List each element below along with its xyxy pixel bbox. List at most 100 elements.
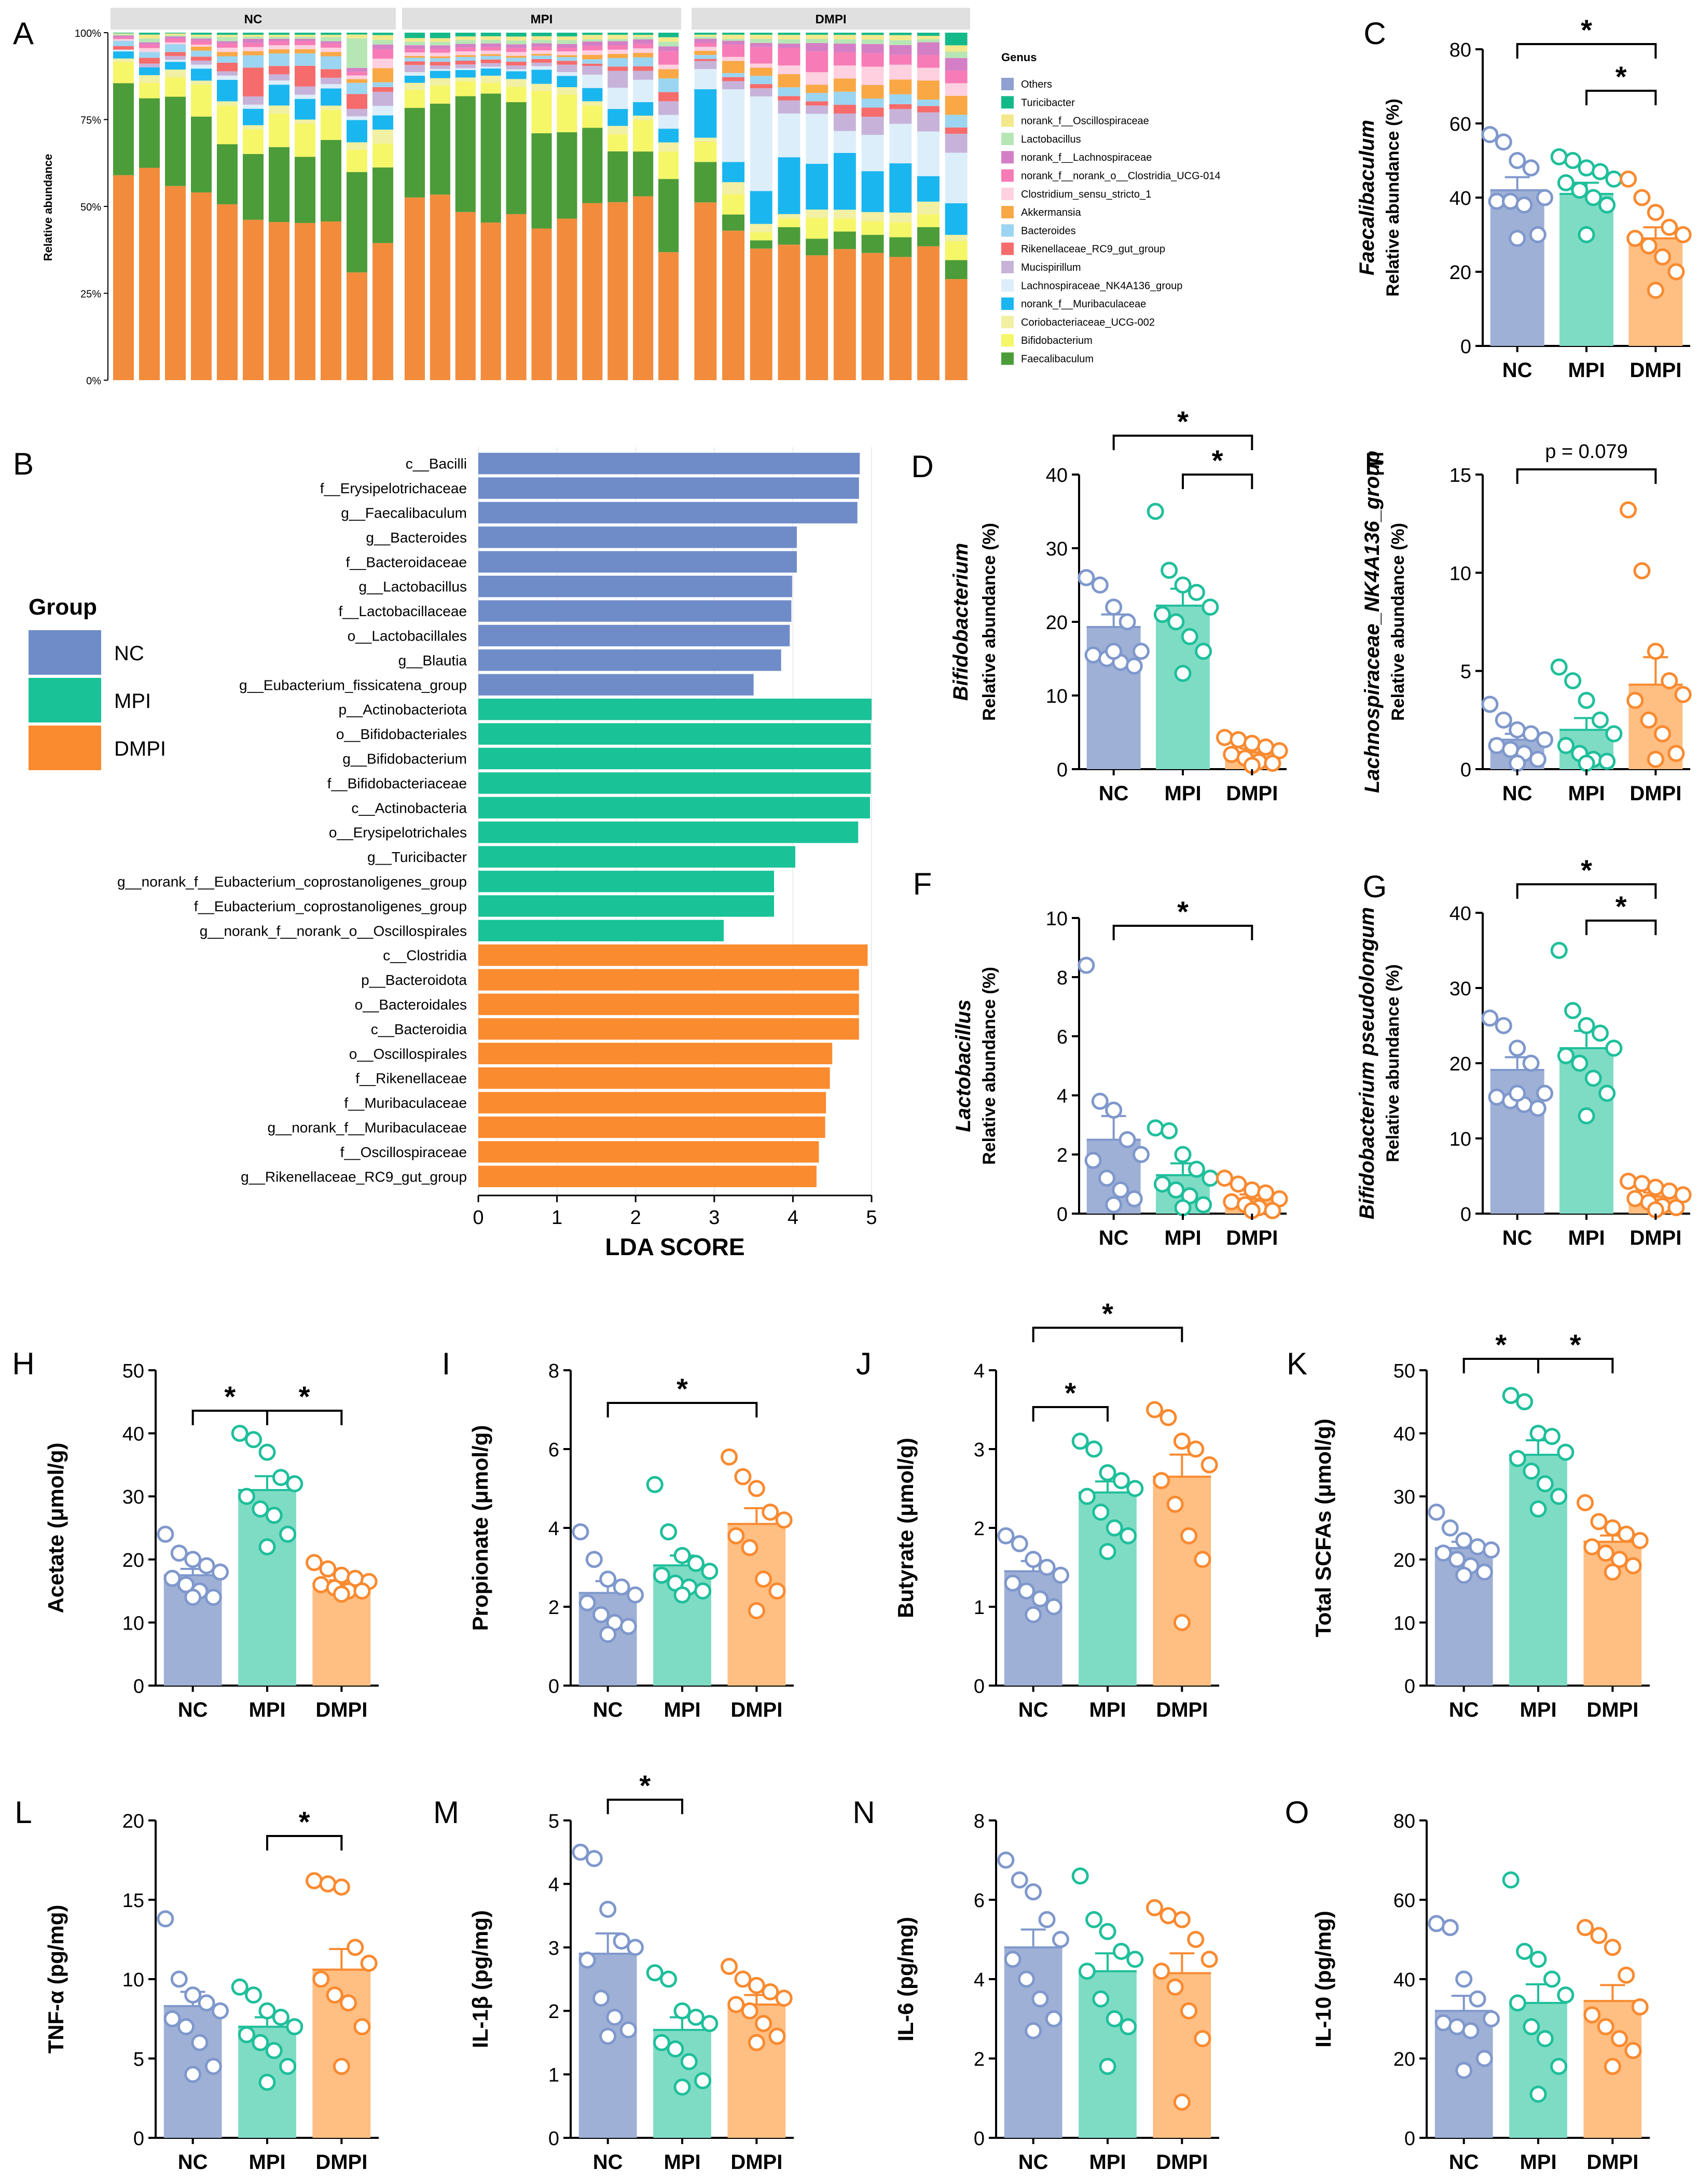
a-bar-segment xyxy=(633,33,654,35)
a-bar-segment xyxy=(455,77,476,81)
a-bar-segment xyxy=(347,94,367,109)
c-point xyxy=(1620,170,1637,188)
a-bar-segment xyxy=(295,123,315,157)
d-ylabel-title: Bifidobacterium xyxy=(949,543,972,701)
c-sig-star: * xyxy=(1581,13,1592,46)
e-point xyxy=(1529,750,1547,768)
a-bar-segment xyxy=(861,135,884,172)
d-point xyxy=(1084,646,1102,664)
a-bar-segment xyxy=(404,61,425,65)
b-legend-swatch xyxy=(29,726,101,770)
a-bar-segment xyxy=(633,102,654,116)
a-bar-segment xyxy=(295,45,315,49)
n-ytick: 0 xyxy=(974,2128,985,2150)
j-ytick: 0 xyxy=(974,1676,985,1698)
a-bar-segment xyxy=(722,57,745,61)
f-xtick-MPI: MPI xyxy=(1164,1227,1201,1249)
j-xtick-NC: NC xyxy=(1018,1699,1048,1721)
a-bar-segment xyxy=(506,69,527,72)
a-bar-segment xyxy=(889,54,912,65)
a-bar-segment xyxy=(269,41,289,46)
a-ytick: 75% xyxy=(80,115,101,127)
h-sig-bracket xyxy=(191,1410,268,1425)
a-ytick: 25% xyxy=(80,289,101,300)
i-point xyxy=(660,1523,678,1541)
a-bar-segment xyxy=(694,33,717,35)
c-point xyxy=(1509,152,1526,169)
h-point xyxy=(333,1585,350,1603)
a-bar-segment xyxy=(217,33,238,35)
a-bar-segment xyxy=(658,46,679,51)
a-bar-segment xyxy=(113,34,134,36)
a-bar-segment xyxy=(694,54,717,59)
a-bar-segment xyxy=(917,131,940,176)
a-bar-segment xyxy=(531,66,552,70)
j-point xyxy=(1078,1487,1096,1505)
a-bar-segment xyxy=(917,176,940,202)
a-bar-segment xyxy=(347,108,367,117)
a-legend-label: Coriobacteriaceae_UCG-002 xyxy=(1021,317,1155,328)
g-point xyxy=(1571,1054,1589,1072)
a-bar-segment xyxy=(139,168,160,380)
g-sig-star: * xyxy=(1581,854,1592,886)
m-point xyxy=(734,1970,752,1988)
a-bar-segment xyxy=(531,47,552,51)
a-strip-NC xyxy=(111,8,396,30)
k-sig-bracket xyxy=(1537,1358,1614,1373)
a-bar-segment xyxy=(608,66,628,71)
c-point xyxy=(1633,189,1651,206)
a-bar-segment xyxy=(945,51,968,58)
panel-label-J: J xyxy=(856,1346,872,1381)
a-bar-segment xyxy=(917,36,940,39)
e-point xyxy=(1661,672,1678,690)
n-point xyxy=(1153,1963,1170,1980)
a-bar-segment xyxy=(722,89,745,162)
e-point xyxy=(1647,750,1664,768)
a-bar-segment xyxy=(191,45,212,47)
a-bar-segment xyxy=(165,62,186,70)
m-point xyxy=(768,2027,786,2045)
b-bar xyxy=(478,944,868,966)
d-point xyxy=(1153,606,1171,623)
i-ylabel: Propionate (μmol/g) xyxy=(468,1425,492,1631)
a-bar-segment xyxy=(191,50,212,57)
b-xtick: 1 xyxy=(551,1207,562,1229)
g-ytick: 10 xyxy=(1449,1129,1471,1150)
b-bar xyxy=(478,969,859,991)
b-bar-label: p__Actinobacteriota xyxy=(338,702,467,718)
o-point xyxy=(1618,1966,1635,1984)
a-bar-segment xyxy=(191,192,212,380)
a-bar-segment xyxy=(722,230,745,380)
c-point xyxy=(1515,196,1533,214)
a-bar-segment xyxy=(243,154,264,220)
k-point xyxy=(1611,1551,1628,1568)
b-bar-label: g__Eubacterium_fissicatena_group xyxy=(239,677,467,693)
k-point xyxy=(1529,1425,1547,1442)
c-point xyxy=(1578,226,1595,243)
e-point xyxy=(1674,686,1692,703)
j-point xyxy=(997,1527,1015,1545)
l-ytick: 5 xyxy=(133,2049,144,2070)
c-ylabel: Relative abundance (%) xyxy=(1383,99,1403,297)
a-bar-segment xyxy=(321,221,341,380)
h-ylabel: Acetate (μmol/g) xyxy=(44,1442,68,1613)
a-bar-segment xyxy=(269,49,289,54)
a-bar-segment xyxy=(750,240,772,249)
c-sig-star: * xyxy=(1616,60,1627,93)
a-bar-segment xyxy=(806,218,829,239)
g-point xyxy=(1626,1190,1644,1207)
a-bar-segment xyxy=(455,70,476,78)
a-bar-segment xyxy=(295,99,315,120)
e-point xyxy=(1591,711,1609,729)
a-bar-segment xyxy=(806,163,829,210)
a-bar-segment xyxy=(633,115,654,120)
c-point xyxy=(1557,174,1575,191)
a-bar-segment xyxy=(861,39,884,44)
a-bar-segment xyxy=(191,36,212,39)
i-ytick: 8 xyxy=(548,1360,559,1382)
h-point xyxy=(211,1563,229,1581)
n-ytick: 2 xyxy=(974,2049,985,2070)
a-bar-segment xyxy=(372,129,393,144)
a-bar-segment xyxy=(917,100,940,106)
a-bar-segment xyxy=(404,197,425,380)
